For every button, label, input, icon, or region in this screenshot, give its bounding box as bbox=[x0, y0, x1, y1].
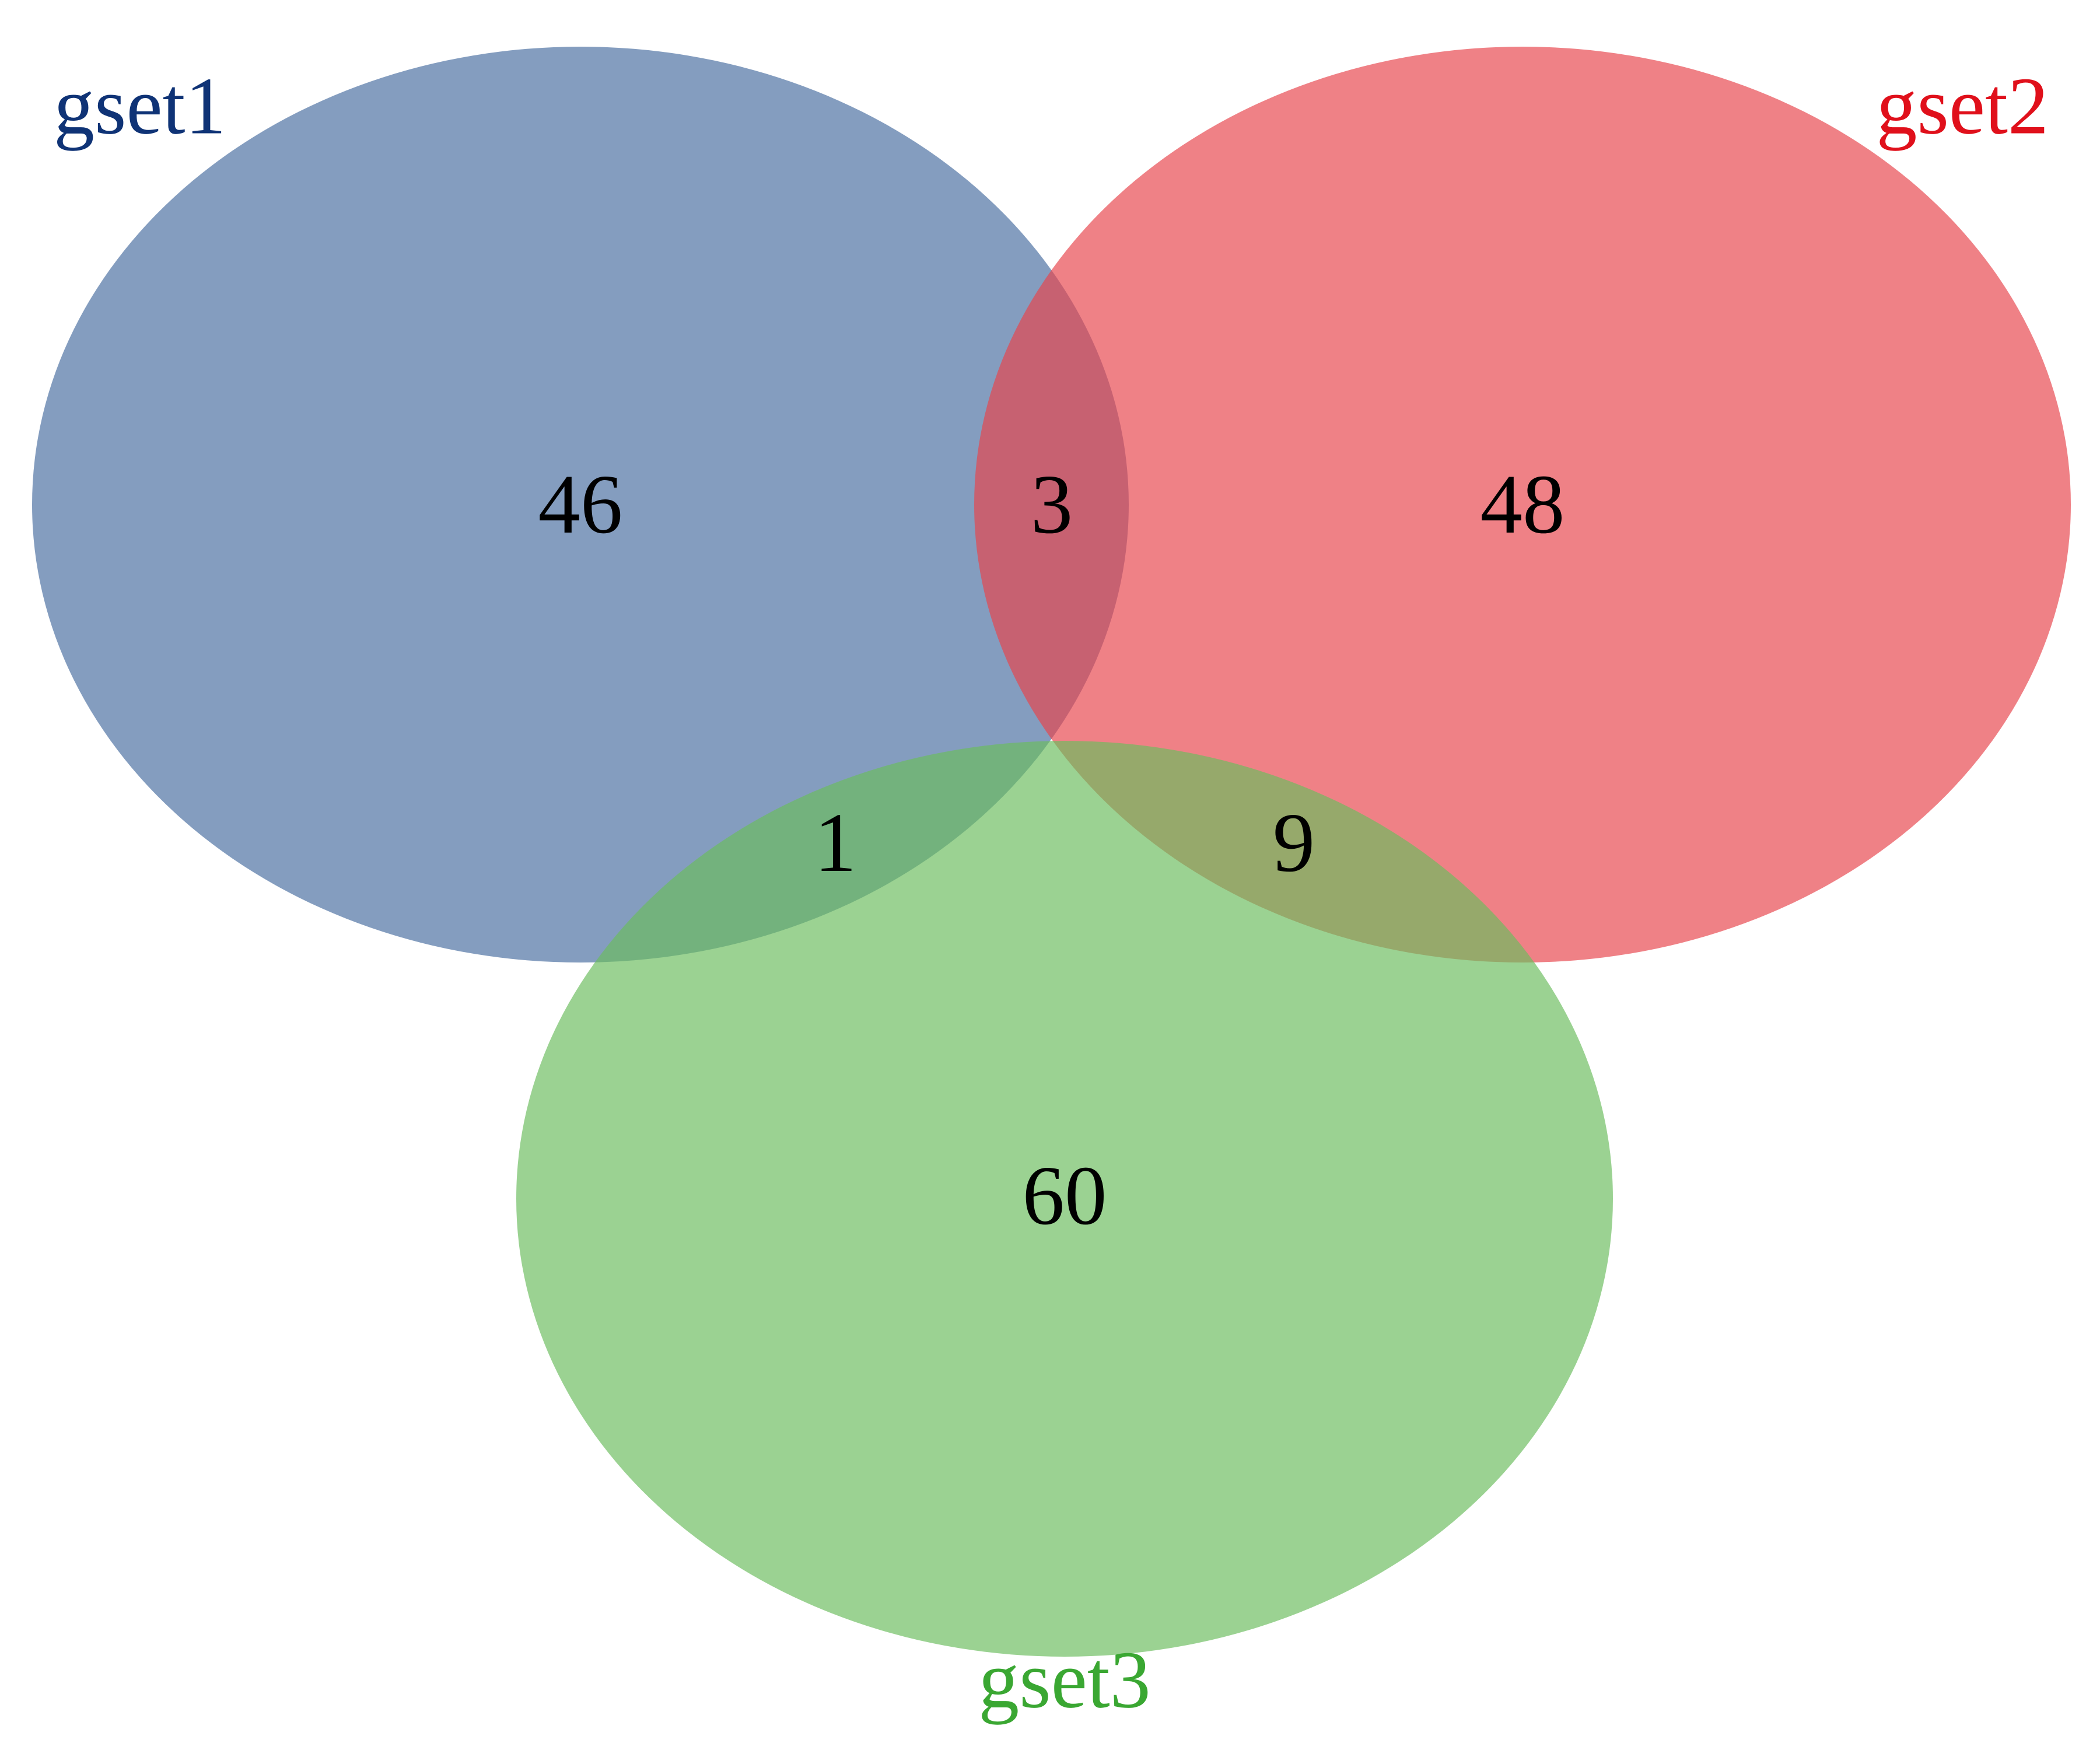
gset2-label: gset2 bbox=[1876, 61, 2049, 152]
count-only-gset3: 60 bbox=[1023, 1149, 1107, 1242]
gset3-label: gset3 bbox=[978, 1635, 1151, 1726]
count-gset1-gset3: 1 bbox=[814, 796, 857, 890]
region-counts: 46 3 48 1 9 60 bbox=[538, 458, 1565, 1242]
set-ellipses bbox=[32, 47, 2071, 1657]
gset3-ellipse bbox=[516, 741, 1613, 1657]
count-only-gset1: 46 bbox=[538, 458, 623, 551]
gset1-ellipse bbox=[32, 47, 1129, 963]
count-gset1-gset2: 3 bbox=[1031, 458, 1073, 551]
count-gset2-gset3: 9 bbox=[1273, 796, 1315, 890]
gset2-ellipse bbox=[974, 47, 2071, 963]
set-labels: gset1 gset2 gset3 bbox=[54, 61, 2049, 1726]
gset1-label: gset1 bbox=[54, 61, 226, 152]
count-only-gset2: 48 bbox=[1480, 458, 1565, 551]
